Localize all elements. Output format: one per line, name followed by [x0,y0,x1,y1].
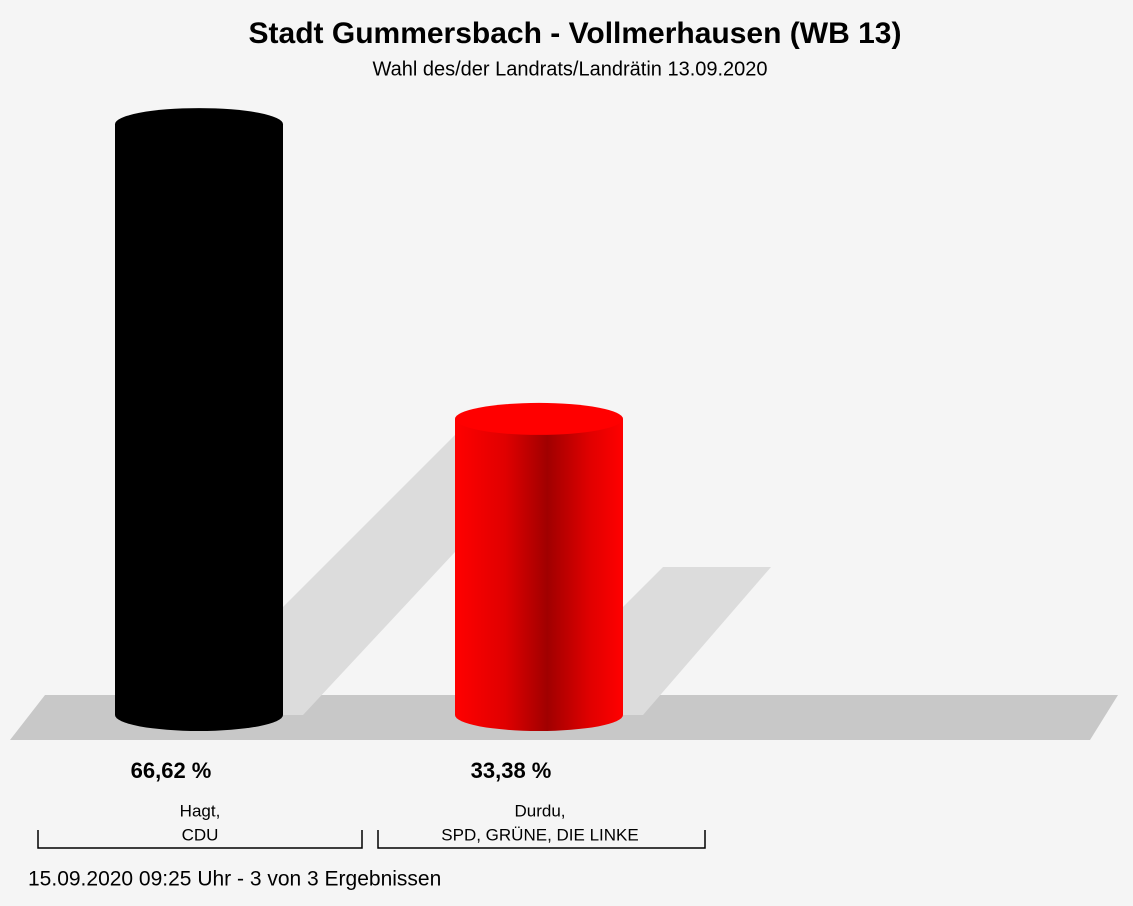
category-label: SPD, GRÜNE, DIE LINKE [441,825,638,844]
bar-body [455,418,623,715]
bar-top [455,402,623,435]
category-bracket [377,830,706,849]
footer: 15.09.2020 09:25 Uhr - 3 von 3 Ergebniss… [28,868,441,891]
chart-subtitle: Wahl des/der Landrats/Landrätin 13.09.20… [372,58,767,80]
value-label: 66,62 % [131,758,212,783]
category-label: Hagt, [180,801,221,820]
category-bracket [37,830,363,849]
category-label: CDU [182,825,219,844]
value-label: 33,38 % [471,758,552,783]
bar [455,402,623,731]
bar-body [115,124,283,716]
chart-title: Stadt Gummersbach - Vollmerhausen (WB 13… [249,17,902,50]
bar [115,108,283,731]
category-label: Durdu, [514,801,565,820]
bar-top [115,108,283,141]
